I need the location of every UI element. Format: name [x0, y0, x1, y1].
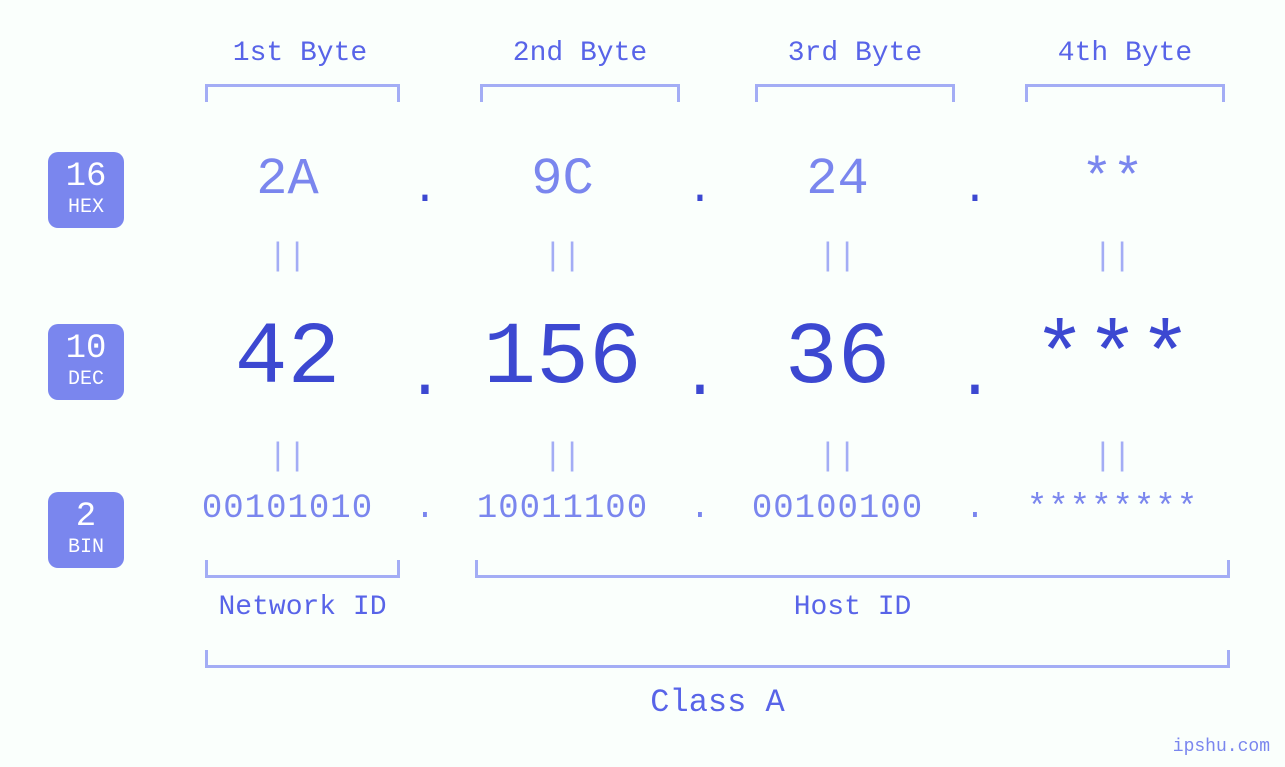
bracket-byte-3 — [755, 84, 955, 102]
bracket-class — [205, 650, 1230, 668]
hex-sep-3: . — [955, 165, 995, 215]
eq-2-4: || — [995, 438, 1230, 475]
watermark: ipshu.com — [1173, 737, 1270, 757]
row-bin: 00101010 . 10011100 . 00100100 . *******… — [170, 490, 1230, 528]
header-byte-2: 2nd Byte — [480, 38, 680, 69]
equals-row-1: || || || || — [170, 238, 1230, 275]
bracket-network-id — [205, 560, 400, 578]
badge-dec: 10 DEC — [48, 324, 124, 400]
hex-byte-4: ** — [995, 150, 1230, 209]
eq-1-1: || — [170, 238, 405, 275]
bracket-host-id — [475, 560, 1230, 578]
dec-byte-3: 36 — [720, 310, 955, 409]
bin-sep-1: . — [405, 490, 445, 528]
dec-byte-4: *** — [995, 310, 1230, 409]
ip-diagram: 1st Byte 2nd Byte 3rd Byte 4th Byte 16 H… — [0, 0, 1285, 767]
bracket-byte-1 — [205, 84, 400, 102]
eq-2-3: || — [720, 438, 955, 475]
header-byte-3: 3rd Byte — [755, 38, 955, 69]
badge-bin: 2 BIN — [48, 492, 124, 568]
dec-sep-2: . — [680, 342, 720, 414]
label-host-id: Host ID — [475, 592, 1230, 623]
row-hex: 2A . 9C . 24 . ** — [170, 150, 1230, 209]
bin-byte-4: ******** — [995, 490, 1230, 528]
badge-hex: 16 HEX — [48, 152, 124, 228]
bin-sep-3: . — [955, 490, 995, 528]
dec-byte-1: 42 — [170, 310, 405, 409]
dec-sep-3: . — [955, 342, 995, 414]
label-network-id: Network ID — [205, 592, 400, 623]
badge-bin-num: 2 — [48, 500, 124, 534]
bin-byte-2: 10011100 — [445, 490, 680, 528]
badge-bin-name: BIN — [48, 538, 124, 558]
badge-hex-num: 16 — [48, 160, 124, 194]
bracket-byte-4 — [1025, 84, 1225, 102]
eq-1-2: || — [445, 238, 680, 275]
hex-sep-2: . — [680, 165, 720, 215]
bin-sep-2: . — [680, 490, 720, 528]
eq-1-4: || — [995, 238, 1230, 275]
header-byte-1: 1st Byte — [200, 38, 400, 69]
hex-byte-1: 2A — [170, 150, 405, 209]
hex-sep-1: . — [405, 165, 445, 215]
badge-dec-name: DEC — [48, 370, 124, 390]
badge-hex-name: HEX — [48, 198, 124, 218]
eq-2-2: || — [445, 438, 680, 475]
bracket-byte-2 — [480, 84, 680, 102]
badge-dec-num: 10 — [48, 332, 124, 366]
header-byte-4: 4th Byte — [1025, 38, 1225, 69]
row-dec: 42 . 156 . 36 . *** — [170, 310, 1230, 409]
equals-row-2: || || || || — [170, 438, 1230, 475]
eq-1-3: || — [720, 238, 955, 275]
dec-byte-2: 156 — [445, 310, 680, 409]
bin-byte-1: 00101010 — [170, 490, 405, 528]
hex-byte-2: 9C — [445, 150, 680, 209]
label-class: Class A — [205, 684, 1230, 721]
hex-byte-3: 24 — [720, 150, 955, 209]
dec-sep-1: . — [405, 342, 445, 414]
bin-byte-3: 00100100 — [720, 490, 955, 528]
eq-2-1: || — [170, 438, 405, 475]
